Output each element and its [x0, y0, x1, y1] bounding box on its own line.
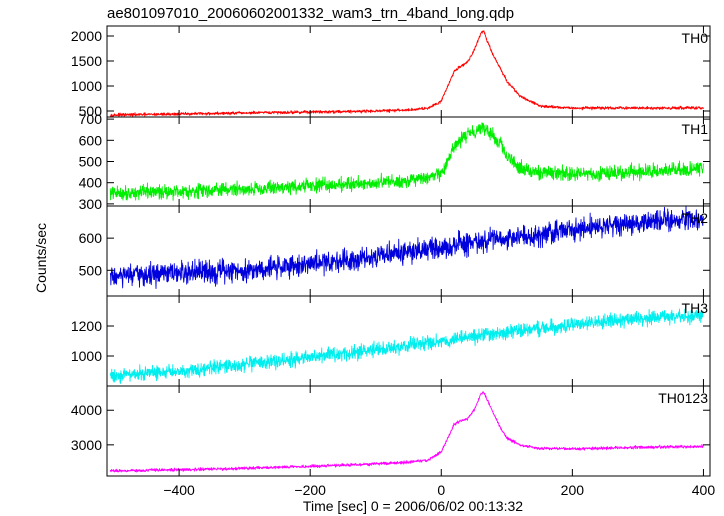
y-tick-label: 700: [79, 111, 103, 127]
x-tick-label: 200: [561, 482, 585, 498]
y-tick-label: 2000: [71, 28, 102, 44]
panel-th2: 500 600 TH2: [79, 205, 711, 297]
x-tick-label: −400: [163, 482, 195, 498]
x-axis: −400 −200 0 200 400: [163, 482, 715, 498]
panel-th3: 1000 1200 TH3: [71, 295, 711, 387]
y-tick-label: 500: [79, 154, 103, 170]
y-tick-label: 300: [79, 196, 103, 212]
panel-frame: [106, 25, 711, 118]
series-th1: [109, 122, 704, 201]
y-tick-label: 3000: [71, 437, 102, 453]
y-tick-label: 600: [79, 230, 103, 246]
panel-frame: [106, 385, 711, 477]
series-th0123: [109, 391, 704, 473]
panel-th0123: 3000 4000 TH0123: [71, 385, 711, 477]
series-th0: [110, 30, 704, 118]
panel-th0: 500 1000 1500 2000 TH0: [71, 25, 711, 119]
x-axis-label: Time [sec] 0 = 2006/06/02 00:13:32: [303, 498, 523, 514]
x-tick-label: 400: [692, 482, 716, 498]
series-th2: [109, 206, 704, 289]
y-axis-label: Counts/sec: [33, 223, 49, 293]
y-tick-label: 1200: [71, 318, 102, 334]
panel-label: TH3: [682, 300, 709, 316]
y-tick-label: 1000: [71, 348, 102, 364]
panel-th1: 300 400 500 600 700 TH1: [79, 111, 711, 212]
y-tick-label: 500: [79, 262, 103, 278]
panels-layer: 500 1000 1500 2000 TH0 300 400 500 600 700 TH1 500 6…: [71, 25, 711, 477]
panel-label: TH0: [682, 30, 709, 46]
panel-label: TH0123: [658, 390, 708, 406]
y-tick-label: 4000: [71, 402, 102, 418]
x-tick-label: 0: [437, 482, 445, 498]
x-tick-label: −200: [294, 482, 326, 498]
y-tick-label: 500: [79, 103, 103, 119]
y-tick-label: 400: [79, 175, 103, 191]
series-th3: [109, 308, 704, 384]
y-tick-label: 1000: [71, 78, 102, 94]
panel-label: TH2: [682, 210, 709, 226]
panel-label: TH1: [682, 121, 709, 137]
y-tick-label: 1500: [71, 53, 102, 69]
y-tick-label: 600: [79, 132, 103, 148]
chart-title: ae801097010_20060602001332_wam3_trn_4ban…: [107, 5, 514, 22]
